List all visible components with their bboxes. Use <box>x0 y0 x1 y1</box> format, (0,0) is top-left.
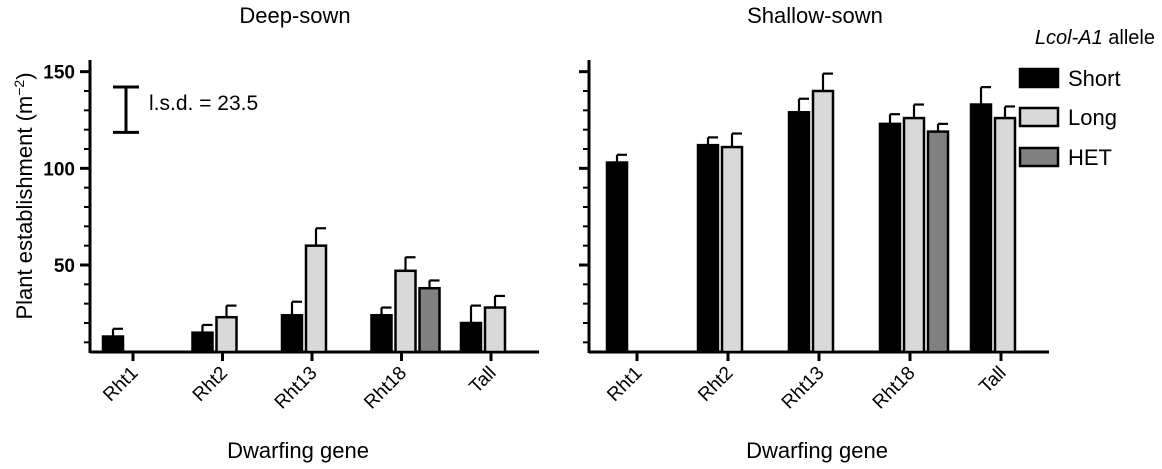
deep-y-tick-label-100: 100 <box>43 159 75 180</box>
legend-title-rest: allele <box>1103 27 1155 49</box>
shallow-x-label-rht1: Rht1 <box>603 363 646 406</box>
shallow-x-label-tall: Tall <box>976 363 1011 398</box>
deep-x-label-rht18: Rht18 <box>360 363 411 414</box>
deep-bar-long-tall <box>483 306 507 354</box>
legend-label-long: Long <box>1068 105 1117 130</box>
legend-entry-long: Long <box>1018 105 1117 130</box>
legend-title-italic: Lcol-A1 <box>1035 27 1103 49</box>
shallow-x-label-rht2: Rht2 <box>694 363 737 406</box>
shallow-bar-long-rht18 <box>902 116 926 354</box>
deep-x-label-tall: Tall <box>466 363 501 398</box>
deep-x-axis-title: Dwarfing gene <box>227 438 369 463</box>
legend-label-short: Short <box>1068 66 1121 91</box>
deep-bar-het-rht18 <box>418 286 441 354</box>
legend-entry-short: Short <box>1018 66 1121 91</box>
deep-bar-short-rht18 <box>370 314 393 354</box>
legend-title: Lcol-A1 allele <box>1035 27 1155 49</box>
legend: Lcol-A1 allele Short Long HET <box>1018 27 1155 170</box>
deep-bar-short-rht2 <box>191 331 214 354</box>
deep-bar-long-rht18 <box>394 269 417 354</box>
shallow-bar-short-rht13 <box>787 111 811 354</box>
deep-sown-title: Deep-sown <box>239 3 350 28</box>
legend-entry-het: HET <box>1018 145 1112 170</box>
y-axis-title-close: ) <box>12 72 37 79</box>
deep-y-tick-label-150: 150 <box>43 63 75 84</box>
legend-swatch-long <box>1018 106 1060 128</box>
deep-x-label-rht1: Rht1 <box>99 363 142 406</box>
legend-label-het: HET <box>1068 145 1112 170</box>
y-axis-title-main: Plant establishment (m <box>12 96 37 320</box>
shallow-bar-short-rht2 <box>696 143 720 354</box>
shallow-bar-short-tall <box>969 103 993 354</box>
y-axis-title: Plant establishment (m−2) <box>11 72 37 319</box>
shallow-sown-title: Shallow-sown <box>747 3 883 28</box>
deep-bar-long-rht13 <box>304 244 328 354</box>
shallow-bar-short-rht1 <box>605 161 629 354</box>
legend-swatch-short <box>1018 67 1060 89</box>
shallow-x-label-rht13: Rht13 <box>778 363 829 414</box>
deep-bar-short-tall <box>459 321 483 354</box>
deep-bar-short-rht13 <box>280 314 304 354</box>
y-axis-title-sup: −2 <box>11 80 27 96</box>
shallow-x-label-rht18: Rht18 <box>869 363 920 414</box>
deep-bar-long-rht2 <box>215 315 238 354</box>
deep-x-label-rht2: Rht2 <box>189 363 232 406</box>
deep-bar-short-rht1 <box>101 335 125 354</box>
shallow-bar-long-rht2 <box>720 145 744 354</box>
shallow-bar-long-tall <box>993 116 1017 354</box>
legend-swatch-het <box>1018 146 1060 168</box>
shallow-x-axis-title: Dwarfing gene <box>746 438 888 463</box>
shallow-bar-short-rht18 <box>878 122 902 354</box>
deep-sown-panel: 50 100 150 Rht1 Rht2 Rht13 Rht18 Tall <box>43 60 539 413</box>
lsd-label: l.s.d. = 23.5 <box>149 92 258 115</box>
shallow-bar-long-rht13 <box>811 89 835 354</box>
lsd-bar: l.s.d. = 23.5 <box>113 85 258 134</box>
deep-x-label-rht13: Rht13 <box>271 363 322 414</box>
shallow-bar-het-rht18 <box>926 130 950 354</box>
deep-y-tick-label-50: 50 <box>54 256 75 277</box>
shallow-sown-panel: Rht1 Rht2 Rht13 Rht18 Tall <box>579 60 1049 413</box>
